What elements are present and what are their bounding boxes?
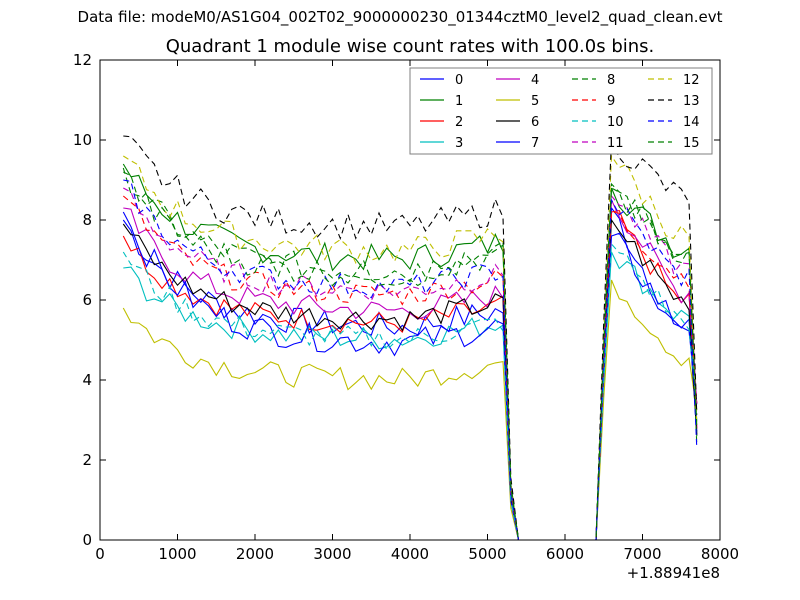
legend-label-8: 8 [607, 73, 615, 88]
y-tick-label: 10 [73, 131, 92, 149]
legend-label-10: 10 [607, 115, 624, 130]
y-tick-label: 8 [82, 211, 92, 229]
series-line-8 [122, 167, 698, 541]
legend-label-13: 13 [683, 94, 700, 109]
series-line-15 [123, 171, 698, 541]
series-line-12 [123, 154, 698, 541]
legend-box [409, 67, 713, 155]
x-tick-label: 6000 [546, 545, 584, 563]
series-line-6 [122, 218, 698, 541]
series-line-7 [122, 211, 698, 541]
series-line-10 [122, 242, 698, 541]
x-tick-label: 5000 [468, 545, 506, 563]
x-tick-label: 3000 [313, 545, 351, 563]
legend-label-12: 12 [683, 73, 700, 88]
legend-label-2: 2 [455, 115, 463, 130]
legend-label-9: 9 [607, 94, 615, 109]
y-tick-label: 2 [82, 451, 92, 469]
x-tick-label: 2000 [236, 545, 274, 563]
legend-label-7: 7 [531, 136, 539, 151]
chart-title: Quadrant 1 module wise count rates with … [165, 36, 655, 57]
x-tick-label: 1000 [158, 545, 196, 563]
legend-label-14: 14 [683, 115, 700, 130]
x-tick-label: 8000 [701, 545, 739, 563]
legend-label-1: 1 [455, 94, 463, 109]
legend-label-5: 5 [531, 94, 539, 109]
series-line-2 [122, 209, 698, 541]
legend-label-15: 15 [683, 136, 700, 151]
legend-label-6: 6 [531, 115, 539, 130]
y-tick-label: 12 [73, 51, 92, 69]
data-file-title: Data file: modeM0/AS1G04_002T02_90000002… [77, 8, 723, 26]
legend-label-3: 3 [455, 136, 463, 151]
x-tick-label: 7000 [623, 545, 661, 563]
series-line-13 [123, 135, 698, 541]
y-tick-label: 0 [82, 531, 92, 549]
series-line-5 [122, 279, 698, 541]
series-line-14 [123, 179, 698, 541]
legend-label-4: 4 [531, 73, 539, 88]
x-tick-label: 0 [95, 545, 105, 563]
legend-label-0: 0 [455, 73, 463, 88]
series-line-9 [122, 195, 698, 541]
x-tick-label: 4000 [391, 545, 429, 563]
y-tick-label: 4 [82, 371, 92, 389]
y-tick-label: 6 [82, 291, 92, 309]
series-line-1 [122, 163, 698, 541]
legend-label-11: 11 [607, 136, 624, 151]
x-offset-label: +1.88941e8 [627, 564, 720, 582]
